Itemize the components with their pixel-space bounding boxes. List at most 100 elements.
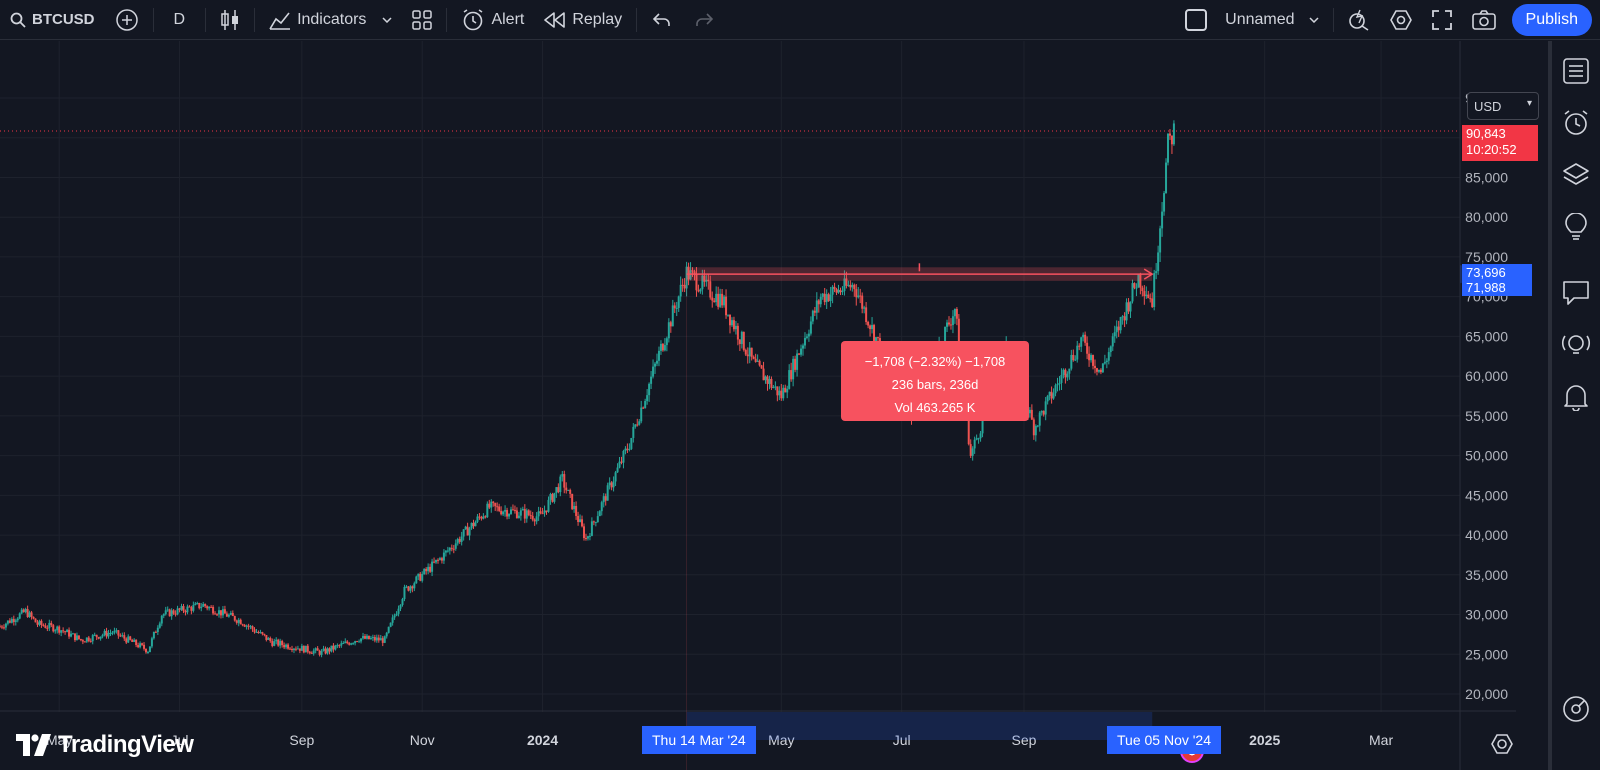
candle-body (981, 417, 984, 434)
candle-body (656, 360, 658, 364)
quick-search-button[interactable] (1338, 0, 1380, 40)
layouts-button[interactable] (402, 0, 442, 40)
fullscreen-button[interactable] (1422, 0, 1462, 40)
candle-body (60, 630, 63, 633)
candle-body (365, 635, 368, 639)
candle-body (148, 646, 151, 653)
candle-body (133, 639, 136, 642)
candle-body (648, 383, 651, 396)
candle-body (190, 607, 193, 611)
symbol-search[interactable]: BTCUSD (0, 0, 105, 40)
candle-body (953, 308, 956, 317)
chevron-down-icon (1308, 17, 1319, 23)
candle-body (113, 630, 116, 633)
candle-body (448, 547, 451, 551)
candle-body (677, 296, 680, 308)
price-chart[interactable]: 95,00090,00085,00080,00075,00070,00065,0… (0, 41, 1516, 770)
candle-body (1070, 354, 1073, 369)
candle-body (756, 360, 759, 362)
notifications-icon[interactable] (1560, 381, 1592, 413)
candle-body (610, 482, 613, 488)
currency-select[interactable]: USD ▾ (1467, 92, 1539, 120)
measure-price-badge: 73,696 71,988 (1462, 264, 1532, 296)
candle-body (271, 641, 274, 646)
undo-button[interactable] (641, 0, 683, 40)
indicators-button[interactable]: Indicators (259, 0, 402, 40)
candle-body (470, 522, 473, 529)
candle-body (219, 610, 222, 616)
candle-body (1149, 298, 1152, 300)
candle-body (790, 370, 793, 380)
alert-button[interactable]: Alert (451, 0, 534, 40)
y-tick-label: 20,000 (1465, 686, 1508, 702)
candle-body (162, 614, 165, 616)
candle-body (659, 343, 662, 351)
y-tick-label: 60,000 (1465, 368, 1508, 384)
x-tick-label: Sep (289, 732, 314, 748)
tradingview-logo[interactable]: TradingView (16, 731, 194, 759)
snapshot-button[interactable] (1462, 0, 1506, 40)
candle-body (336, 645, 339, 647)
layers-icon[interactable] (1560, 159, 1592, 191)
candle-body (1058, 382, 1061, 385)
candle-body (1064, 369, 1067, 378)
compare-symbol-button[interactable] (105, 0, 149, 40)
candle-body (654, 363, 657, 367)
chart-type-button[interactable] (210, 0, 250, 40)
candle-body (685, 266, 688, 289)
candle-body (1159, 228, 1162, 253)
candle-body (265, 635, 268, 640)
candle-body (778, 390, 781, 396)
candle-body (218, 610, 220, 615)
candle-body (1084, 334, 1087, 343)
candle-body (831, 286, 834, 295)
candle-body (693, 271, 696, 275)
candle-body (440, 558, 443, 561)
candle-body (598, 511, 601, 517)
candle-body (1170, 135, 1173, 145)
toolbar-divider (446, 7, 448, 32)
layout-select-button[interactable]: Unnamed (1175, 0, 1328, 40)
redo-button[interactable] (683, 0, 725, 40)
candle-body (977, 438, 980, 440)
candle-body (1109, 346, 1112, 353)
candle-body (798, 353, 801, 355)
candle-body (259, 632, 262, 634)
candle-body (634, 424, 637, 427)
candle-body (713, 300, 716, 303)
chart-pane[interactable]: 95,00090,00085,00080,00075,00070,00065,0… (0, 41, 1539, 770)
settings-button[interactable] (1380, 0, 1422, 40)
help-icon[interactable] (1560, 693, 1592, 725)
candle-body (551, 494, 554, 502)
replay-button[interactable]: Replay (534, 0, 632, 40)
ideas-icon[interactable] (1560, 211, 1592, 243)
chat-icon[interactable] (1560, 277, 1592, 309)
candle-body (291, 649, 293, 651)
candle-body (1048, 391, 1051, 396)
candle-body (332, 645, 335, 650)
candle-body (616, 467, 619, 473)
candle-body (695, 274, 698, 291)
candle-body (354, 641, 357, 644)
alerts-clock-icon[interactable] (1560, 107, 1592, 139)
publish-button[interactable]: Publish (1511, 4, 1592, 36)
candle-body (182, 606, 185, 611)
candle-body (131, 639, 134, 642)
candle-body (577, 515, 580, 522)
candle-body (137, 645, 140, 648)
interval-button[interactable]: D (158, 0, 202, 40)
streams-icon[interactable] (1560, 329, 1592, 361)
candle-body (1076, 345, 1079, 360)
watchlist-icon[interactable] (1560, 55, 1592, 87)
candle-body (579, 519, 582, 522)
search-icon (10, 12, 26, 28)
candle-body (300, 645, 303, 651)
candle-body (624, 448, 627, 451)
candle-body (38, 620, 41, 625)
chevron-down-icon[interactable] (382, 16, 392, 23)
candle-body (671, 305, 674, 327)
axis-settings-icon[interactable] (1491, 733, 1513, 755)
candle-body (949, 324, 952, 326)
candle-body (101, 634, 104, 637)
candle-body (515, 510, 518, 519)
